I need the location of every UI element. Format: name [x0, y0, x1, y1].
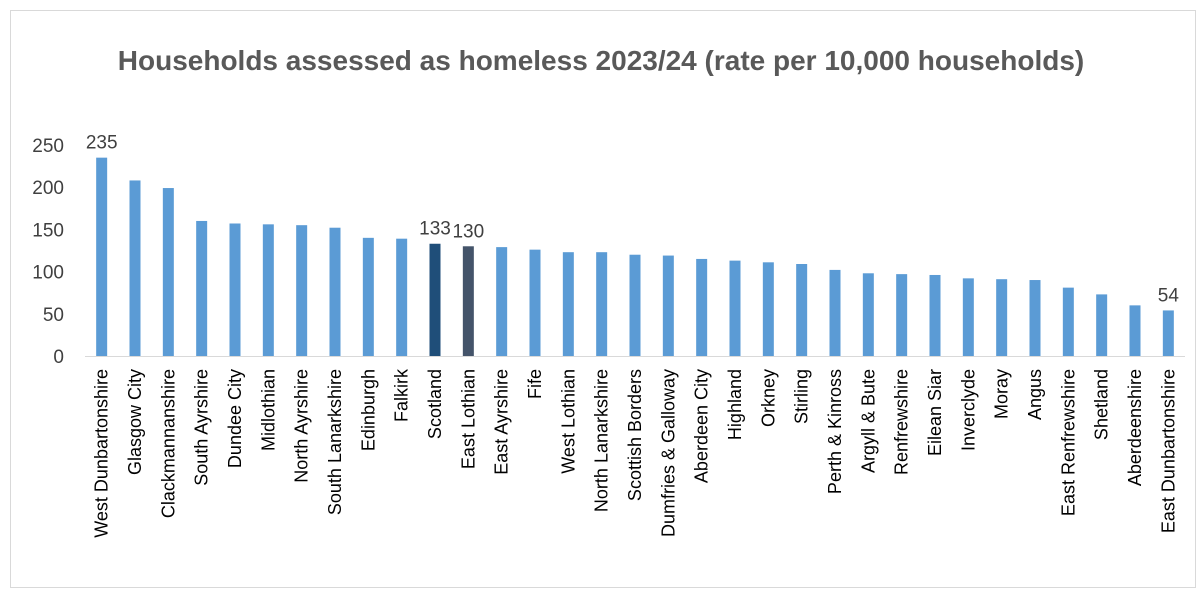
x-tick-label: Orkney: [758, 369, 778, 427]
y-tick-label: 50: [43, 305, 64, 326]
data-label: 235: [86, 133, 118, 154]
x-tick-label: Aberdeenshire: [1125, 369, 1145, 486]
x-tick-label: West Lothian: [558, 369, 578, 474]
bar: [429, 243, 441, 356]
bar: [829, 269, 841, 356]
bar: [562, 252, 574, 356]
bar: [396, 238, 408, 356]
bar: [196, 220, 208, 356]
bar: [1029, 280, 1041, 356]
x-tick-label: Stirling: [792, 369, 812, 424]
x-tick-label: East Renfrewshire: [1058, 369, 1078, 516]
bar: [896, 274, 908, 356]
bar: [796, 264, 808, 356]
x-tick-label: Scottish Borders: [625, 369, 645, 501]
bar: [529, 249, 541, 356]
bar: [929, 274, 941, 356]
x-tick-label: Aberdeen City: [692, 369, 712, 483]
x-tick-label: Eilean Siar: [925, 369, 945, 456]
x-tick-label: Dumfries & Galloway: [658, 369, 678, 537]
x-tick-label: Angus: [1025, 369, 1045, 420]
x-tick-label: Glasgow City: [125, 369, 145, 475]
x-tick-label: Highland: [725, 369, 745, 440]
data-label: 54: [1158, 285, 1180, 306]
x-tick-label: South Ayrshire: [192, 369, 212, 486]
x-tick-label: Perth & Kinross: [825, 369, 845, 494]
y-tick-label: 200: [32, 178, 64, 199]
bar: [596, 252, 608, 356]
bar: [296, 225, 308, 356]
data-label: 130: [452, 221, 484, 242]
y-tick-label: 150: [32, 220, 64, 241]
y-tick-label: 100: [32, 263, 64, 284]
bar: [496, 247, 508, 356]
x-tick-label: Midlothian: [258, 369, 278, 451]
bar: [962, 278, 974, 356]
x-tick-label: East Dunbartonshire: [1158, 369, 1178, 533]
bar: [96, 157, 108, 356]
bar: [1129, 305, 1141, 356]
bar: [662, 255, 674, 356]
bar: [1062, 287, 1074, 356]
bar: [762, 262, 774, 356]
bar: [729, 260, 741, 356]
bar: [862, 273, 874, 356]
x-tick-label: East Ayrshire: [492, 369, 512, 475]
x-tick-label: North Ayrshire: [292, 369, 312, 483]
x-tick-label: Renfrewshire: [892, 369, 912, 475]
chart-title: Households assessed as homeless 2023/24 …: [117, 45, 1085, 76]
bar: [262, 224, 274, 356]
y-tick-label: 0: [53, 347, 64, 368]
x-tick-label: Falkirk: [392, 368, 412, 422]
x-tick-label: Fife: [525, 369, 545, 399]
bar: [162, 188, 174, 356]
x-tick-label: Shetland: [1092, 369, 1112, 440]
bar: [362, 237, 374, 356]
x-tick-label: Clackmannanshire: [158, 369, 178, 518]
bar: [696, 258, 708, 356]
bar: [1162, 310, 1174, 356]
x-tick-label: East Lothian: [458, 369, 478, 469]
x-tick-label: West Dunbartonshire: [92, 369, 112, 538]
x-tick-label: Dundee City: [225, 369, 245, 468]
bar: [996, 279, 1008, 356]
x-tick-label: Inverclyde: [958, 369, 978, 451]
x-tick-label: South Lanarkshire: [325, 369, 345, 515]
x-tick-label: Argyll & Bute: [858, 369, 878, 473]
x-tick-label: North Lanarkshire: [592, 369, 612, 512]
x-tick-label: Scotland: [425, 369, 445, 439]
x-tick-label: Edinburgh: [358, 369, 378, 451]
bar: [329, 227, 341, 356]
bar: [462, 246, 474, 356]
data-label: 133: [419, 219, 451, 240]
y-tick-label: 250: [32, 136, 64, 157]
x-tick-label: Moray: [992, 369, 1012, 419]
bar: [129, 180, 141, 356]
bar: [629, 254, 641, 356]
bar: [229, 223, 241, 356]
bar: [1096, 294, 1108, 356]
